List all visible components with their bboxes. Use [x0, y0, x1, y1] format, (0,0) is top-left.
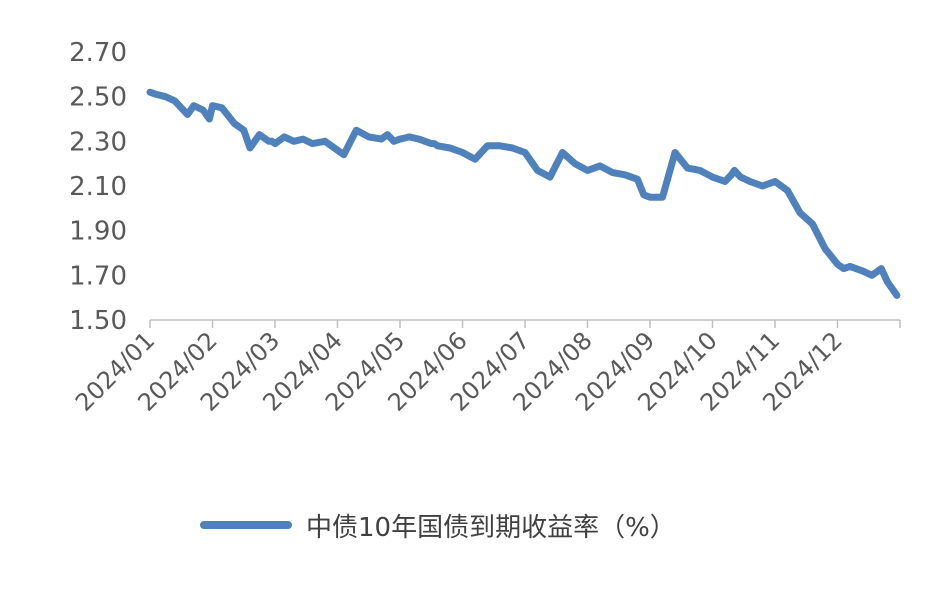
y-tick-label: 2.10	[69, 172, 127, 202]
legend-swatch	[200, 521, 292, 529]
y-tick-label: 2.50	[69, 83, 127, 113]
legend-label: 中债10年国债到期收益率（%）	[306, 512, 676, 543]
legend: 中债10年国债到期收益率（%）	[200, 505, 676, 545]
y-tick-label: 2.70	[69, 38, 127, 68]
x-axis-ticks: 2024/012024/022024/032024/042024/052024/…	[70, 320, 901, 417]
y-tick-label: 1.90	[69, 217, 127, 247]
y-tick-label: 2.30	[69, 127, 127, 157]
y-tick-label: 1.50	[69, 306, 127, 336]
y-axis-ticks: 2.70 2.50 2.30 2.10 1.90 1.70 1.50	[69, 38, 127, 336]
y-tick-label: 1.70	[69, 261, 127, 291]
series-line	[146, 88, 901, 299]
